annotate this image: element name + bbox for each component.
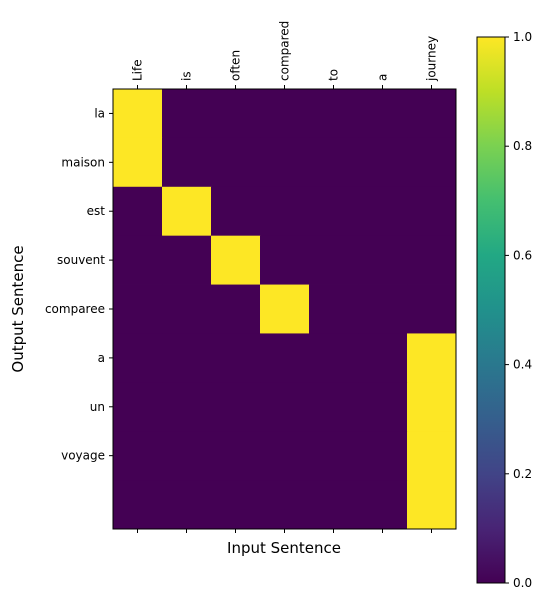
heatmap-cell	[162, 382, 212, 432]
heatmap-cell	[162, 480, 212, 530]
heatmap-cell	[407, 235, 457, 285]
x-tick-label: is	[180, 71, 194, 81]
heatmap-cell	[309, 333, 359, 383]
heatmap-cell	[162, 186, 212, 237]
heatmap-cell	[309, 284, 359, 334]
heatmap-cell	[113, 333, 163, 383]
heatmap-cell	[211, 431, 261, 481]
heatmap-cell	[358, 431, 408, 481]
heatmap-cell	[211, 382, 261, 432]
heatmap-cell	[309, 235, 359, 285]
heatmap-cell	[113, 89, 163, 139]
heatmap-cell	[113, 186, 163, 237]
heatmap-cell	[162, 333, 212, 383]
heatmap-cell	[211, 480, 261, 530]
heatmap-cell	[358, 137, 408, 188]
heatmap-cell	[309, 382, 359, 432]
heatmap-cell	[260, 137, 310, 188]
heatmap-cell	[358, 89, 408, 139]
heatmap-cell	[309, 431, 359, 481]
y-tick-label: est	[87, 204, 106, 218]
heatmap-cell	[407, 186, 457, 237]
heatmap-cell	[260, 431, 310, 481]
heatmap-cell	[260, 333, 310, 383]
heatmap-cell	[162, 284, 212, 334]
x-ticks-bottom	[137, 529, 432, 533]
heatmap-cell	[211, 137, 261, 188]
heatmap-cell	[113, 480, 163, 530]
heatmap-cell	[113, 284, 163, 334]
heatmap-cells	[113, 89, 457, 530]
y-tick-label: comparee	[45, 302, 105, 316]
heatmap-cell	[113, 382, 163, 432]
colorbar	[476, 36, 506, 584]
y-tick-label: voyage	[61, 449, 105, 463]
heatmap-cell	[162, 235, 212, 285]
heatmap-cell	[358, 333, 408, 383]
heatmap-cell	[358, 186, 408, 237]
heatmap-cell	[358, 235, 408, 285]
colorbar-tick-label: 0.0	[513, 576, 532, 590]
heatmap-cell	[309, 89, 359, 139]
colorbar-tick-label: 0.2	[513, 467, 532, 481]
heatmap-cell	[260, 284, 310, 334]
x-tick-label: journey	[425, 36, 439, 82]
heatmap-cell	[407, 89, 457, 139]
colorbar-tick-label: 0.6	[513, 248, 532, 262]
colorbar-tick-label: 1.0	[513, 30, 532, 44]
heatmap-cell	[260, 480, 310, 530]
y-tick-label: maison	[61, 155, 105, 169]
heatmap-cell	[211, 284, 261, 334]
heatmap-cell	[407, 431, 457, 481]
heatmap-cell	[260, 235, 310, 285]
heatmap-cell	[211, 186, 261, 237]
heatmap-cell	[358, 382, 408, 432]
heatmap-cell	[113, 235, 163, 285]
heatmap-cell	[260, 89, 310, 139]
y-axis-label: Output Sentence	[9, 245, 27, 372]
heatmap-cell	[358, 284, 408, 334]
heatmap-cell	[407, 137, 457, 188]
colorbar-tick-label: 0.4	[513, 358, 532, 372]
heatmap-cell	[211, 333, 261, 383]
x-tick-label: often	[229, 50, 243, 81]
x-tick-label: a	[376, 74, 390, 81]
heatmap-cell	[407, 382, 457, 432]
heatmap-cell	[162, 137, 212, 188]
x-tick-label: compared	[278, 21, 292, 81]
heatmap-cell	[211, 89, 261, 139]
x-ticks-top: Life is often compared to a journey	[131, 21, 439, 89]
heatmap-cell	[260, 186, 310, 237]
heatmap-cell	[211, 235, 261, 285]
heatmap-cell	[113, 431, 163, 481]
heatmap-cell	[309, 480, 359, 530]
heatmap-cell	[309, 137, 359, 188]
colorbar-tick-label: 0.8	[513, 139, 532, 153]
heatmap-cell	[162, 431, 212, 481]
x-tick-label: Life	[131, 59, 145, 81]
heatmap-cell	[309, 186, 359, 237]
heatmap-cell	[162, 89, 212, 139]
y-tick-label: a	[98, 351, 105, 365]
heatmap-cell	[260, 382, 310, 432]
x-axis-label: Input Sentence	[227, 539, 341, 557]
y-tick-label: souvent	[57, 253, 105, 267]
heatmap-cell	[113, 137, 163, 188]
heatmap-cell	[407, 480, 457, 530]
y-ticks: la maison est souvent comparee a un voyage	[45, 106, 113, 463]
colorbar-ticks: 0.0 0.2 0.4 0.6 0.8 1.0	[505, 30, 532, 590]
x-tick-label: to	[327, 69, 341, 81]
y-tick-label: la	[94, 106, 105, 120]
heatmap-cell	[407, 284, 457, 334]
y-tick-label: un	[90, 400, 105, 414]
heatmap-cell	[407, 333, 457, 383]
heatmap-cell	[358, 480, 408, 530]
